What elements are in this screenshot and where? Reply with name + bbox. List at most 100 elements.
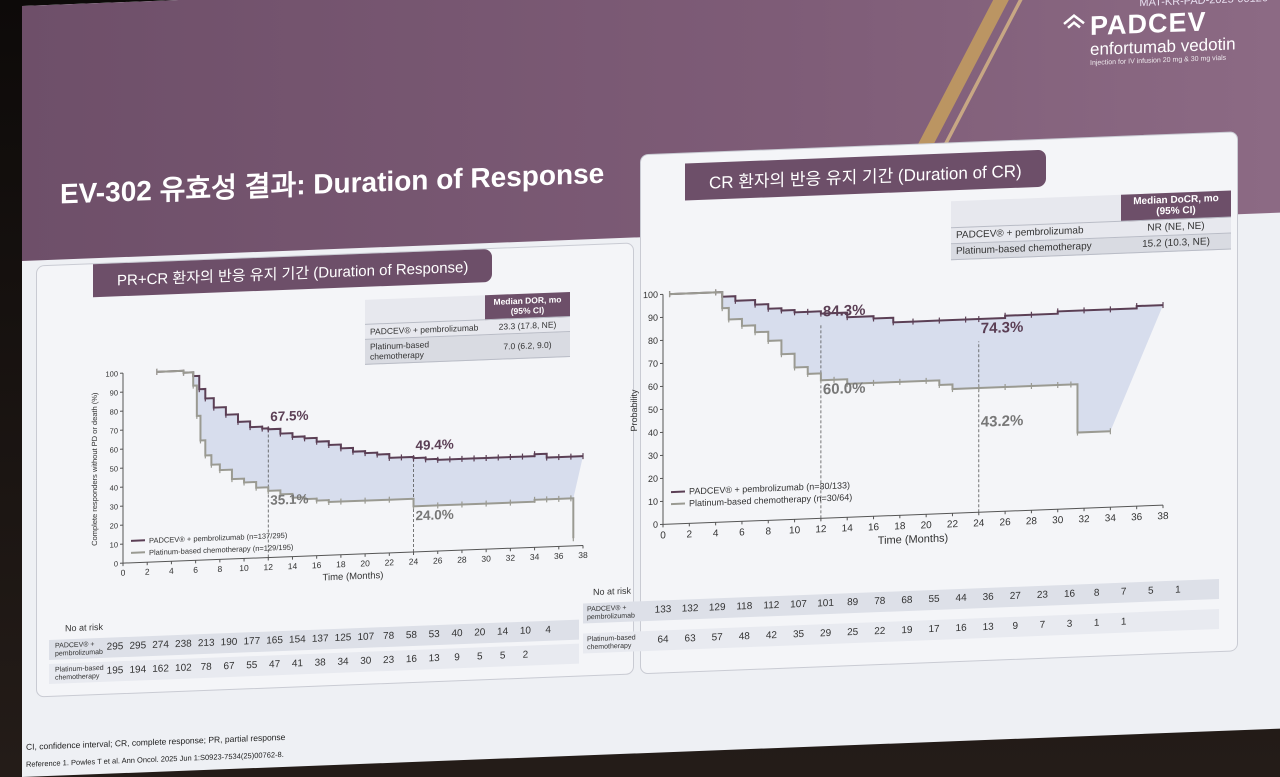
dor-risk-count-ev: 125 — [334, 632, 352, 644]
x-tick-label: 20 — [360, 558, 370, 568]
dor-risk-count-ev: 14 — [497, 626, 509, 638]
x-tick-label: 16 — [312, 560, 322, 570]
y-tick-label: 100 — [643, 290, 658, 301]
x-tick-label: 24 — [973, 518, 985, 529]
ev-survival-line — [156, 369, 583, 461]
x-tick-label: 16 — [868, 522, 880, 533]
x-tick-label: 18 — [894, 521, 906, 532]
x-tick-label: 6 — [739, 527, 745, 538]
padcev-logo-icon — [1063, 13, 1085, 29]
dor-risk-count-ev: 238 — [175, 638, 192, 651]
dor-risk-count-ev: 58 — [405, 629, 417, 642]
docr-risk-count-chemo: 1 — [1120, 616, 1127, 628]
legend-swatch — [131, 551, 145, 554]
x-tick-label: 22 — [385, 557, 395, 567]
dor-risk-count-ev: 190 — [220, 636, 238, 649]
x-axis-label: Time (Months) — [878, 532, 948, 547]
y-tick-label: 30 — [648, 451, 658, 461]
docr-risk-count-ev: 112 — [763, 599, 780, 612]
footnote-reference: Reference 1. Powles T et al. Ann Oncol. … — [26, 749, 284, 769]
milestone-label: 43.2% — [981, 412, 1024, 431]
dor-risk-count-chemo: 38 — [314, 657, 326, 669]
x-tick-label: 32 — [506, 553, 516, 563]
docr-risk-count-chemo: 9 — [1012, 620, 1019, 632]
x-tick-label: 38 — [1157, 511, 1169, 522]
y-tick-label: 50 — [648, 405, 658, 415]
milestone-label: 84.3% — [823, 302, 866, 321]
x-tick-label: 6 — [193, 565, 198, 575]
dor-risk-count-chemo: 5 — [499, 650, 506, 662]
dor-risk-count-ev: 274 — [152, 639, 169, 651]
x-tick-label: 4 — [713, 528, 719, 539]
x-axis — [663, 504, 1163, 525]
dor-risk-count-chemo: 30 — [360, 655, 372, 668]
docr-risk-count-ev: 44 — [955, 592, 967, 605]
dor-risk-count-ev: 20 — [474, 627, 486, 639]
docr-risk-count-chemo: 19 — [901, 624, 913, 637]
y-tick-label: 60 — [110, 445, 118, 454]
y-tick-label: 90 — [648, 313, 658, 323]
y-tick-label: 80 — [110, 407, 118, 416]
dor-risk-count-chemo: 16 — [405, 653, 417, 666]
x-axis-label: Time (Months) — [323, 570, 384, 583]
y-tick-label: 20 — [648, 474, 658, 484]
x-tick-label: 30 — [1052, 515, 1064, 526]
docr-risk-count-chemo: 63 — [684, 633, 696, 645]
dor-risk-count-chemo: 195 — [106, 665, 124, 677]
dor-risk-count-ev: 4 — [545, 624, 551, 636]
dor-risk-count-ev: 154 — [289, 634, 306, 646]
docr-risk-count-chemo: 29 — [820, 627, 832, 640]
docr-risk-count-ev: 107 — [790, 598, 807, 611]
docr-risk-count-ev: 68 — [901, 594, 913, 607]
docr-risk-count-chemo: 57 — [711, 632, 723, 644]
x-tick-label: 26 — [433, 555, 443, 565]
dor-risk-count-ev: 165 — [266, 634, 283, 647]
difference-area — [156, 370, 583, 507]
docr-risk-label: PADCEV® + pembrolizumab — [587, 604, 635, 622]
x-tick-label: 36 — [1131, 512, 1143, 523]
x-tick-label: 14 — [842, 523, 854, 534]
dor-risk-count-ev: 295 — [106, 641, 124, 653]
x-tick-label: 2 — [687, 529, 693, 540]
docr-risk-count-ev: 132 — [681, 603, 699, 615]
docr-panel-title: CR 환자의 반응 유지 기간 (Duration of CR) — [685, 149, 1046, 201]
y-tick-label: 30 — [110, 502, 118, 511]
docr-risk-count-chemo: 1 — [1093, 617, 1100, 629]
dor-risk-count-ev: 177 — [243, 635, 261, 648]
chemo-survival-line — [669, 291, 1111, 434]
milestone-label: 60.0% — [823, 380, 866, 399]
docr-risk-count-chemo: 17 — [928, 623, 940, 636]
docr-risk-count-chemo: 13 — [982, 621, 994, 634]
dor-risk-count-chemo: 2 — [522, 649, 529, 661]
docr-risk-count-chemo: 48 — [738, 631, 750, 643]
docr-median-table: Median DoCR, mo (95% CI) PADCEV® + pembr… — [951, 190, 1231, 261]
y-axis-label: Complete responders without PD or death … — [90, 392, 99, 546]
y-tick-label: 70 — [110, 426, 118, 435]
docr-risk-count-ev: 55 — [928, 593, 940, 606]
dor-risk-count-ev: 213 — [197, 637, 215, 650]
docr-risk-count-chemo: 35 — [792, 628, 805, 641]
y-tick-label: 10 — [110, 540, 118, 549]
x-tick-label: 24 — [409, 556, 419, 566]
docr-risk-count-ev: 5 — [1148, 585, 1154, 597]
docr-risk-count-ev: 118 — [736, 600, 753, 613]
milestone-label: 49.4% — [416, 437, 454, 453]
docr-risk-count-ev: 16 — [1063, 588, 1076, 600]
docr-risk-count-ev: 89 — [847, 596, 859, 609]
dor-risk-count-chemo: 13 — [428, 652, 440, 665]
dor-risk-count-chemo: 194 — [129, 664, 147, 676]
docr-risk-count-ev: 78 — [874, 595, 886, 608]
legend-swatch — [131, 539, 145, 542]
x-tick-label: 38 — [578, 550, 588, 560]
projected-slide: MAT-KR-PAD-2025-00126 PADCEV enfortumab … — [22, 0, 1280, 777]
y-tick-label: 0 — [114, 559, 118, 568]
dor-risk-count-ev: 78 — [383, 630, 395, 643]
footnote-abbreviations: CI, confidence interval; CR, complete re… — [26, 731, 286, 752]
y-tick-label: 10 — [648, 497, 658, 507]
docr-risk-count-ev: 27 — [1009, 590, 1021, 603]
docr-table-value: 15.2 (10.3, NE) — [1121, 233, 1231, 254]
y-tick-label: 40 — [648, 428, 658, 438]
dor-risk-count-ev: 53 — [428, 628, 440, 641]
dor-risk-count-chemo: 78 — [200, 661, 212, 674]
x-tick-label: 10 — [239, 563, 249, 573]
